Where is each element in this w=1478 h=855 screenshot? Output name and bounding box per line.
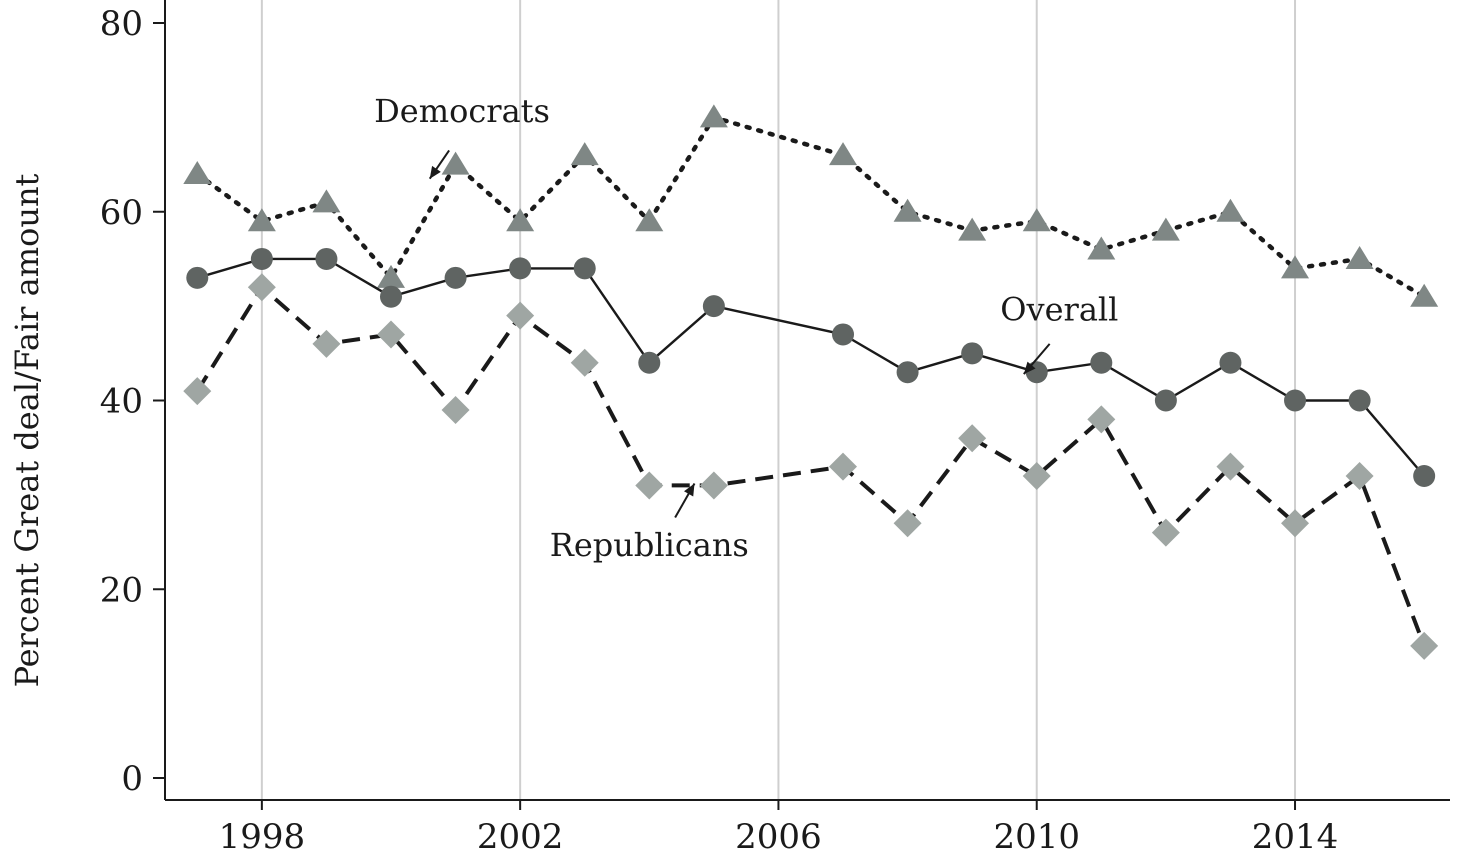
data-point [570, 348, 599, 377]
data-point [635, 208, 664, 232]
data-point [509, 257, 532, 280]
data-point [247, 208, 276, 232]
annotation-arrow-head [684, 483, 695, 497]
data-point [958, 217, 987, 241]
data-point [315, 247, 338, 270]
x-tick-label: 2002 [477, 817, 564, 855]
data-point [1216, 198, 1245, 222]
data-point [312, 329, 341, 358]
data-point [1348, 389, 1371, 412]
annotations: Democrats Overall Republicans [374, 92, 1118, 564]
data-point [250, 247, 273, 270]
data-point [1022, 208, 1051, 232]
data-point [1090, 351, 1113, 374]
annotation-democrats: Democrats [374, 92, 550, 180]
series-overall [186, 247, 1436, 487]
data-point [312, 189, 341, 213]
data-point [699, 471, 728, 500]
series-democrats [183, 104, 1439, 307]
data-point [896, 361, 919, 384]
data-point [1281, 255, 1310, 279]
data-point [961, 342, 984, 365]
data-point [638, 351, 661, 374]
data-point [1284, 389, 1307, 412]
annotation-label: Democrats [374, 92, 550, 130]
x-tick-label: 2006 [735, 817, 822, 855]
data-point [441, 395, 470, 424]
data-point [1281, 509, 1310, 538]
x-ticks: 1998 2002 2006 2010 2014 [219, 800, 1339, 855]
data-point [444, 266, 467, 289]
data-point [893, 198, 922, 222]
data-point [1410, 283, 1439, 307]
data-point [1087, 236, 1116, 260]
annotation-arrow-head [429, 165, 441, 179]
data-point [506, 208, 535, 232]
y-tick-label: 20 [100, 570, 143, 610]
data-point [247, 273, 276, 302]
data-point [377, 320, 406, 349]
y-axis-label: Percent Great deal/Fair amount [8, 173, 46, 687]
data-point [635, 471, 664, 500]
data-point [1410, 631, 1439, 660]
data-point [1151, 518, 1180, 547]
data-point [958, 424, 987, 453]
axes [164, 0, 1450, 801]
data-point [441, 151, 470, 175]
data-point [183, 161, 212, 184]
data-point [1345, 462, 1374, 490]
data-point [1087, 405, 1116, 434]
data-point [377, 264, 406, 288]
annotation-overall: Overall [1000, 290, 1118, 375]
data-point [506, 301, 535, 330]
data-point [186, 266, 209, 289]
data-point [829, 142, 858, 166]
series [183, 104, 1439, 660]
x-tick-label: 2010 [993, 817, 1080, 855]
data-point [1413, 465, 1436, 487]
data-point [1151, 217, 1180, 241]
data-point [1216, 452, 1245, 481]
data-point [832, 323, 855, 346]
y-ticks: 0 20 40 60 80 [100, 4, 165, 799]
annotation-label: Overall [1000, 290, 1118, 328]
data-point [380, 285, 403, 308]
series-republicans [183, 273, 1439, 660]
x-tick-label: 2014 [1252, 817, 1339, 855]
data-point [1154, 389, 1177, 412]
data-point [570, 142, 599, 166]
series-line-democrats [195, 114, 1427, 299]
data-point [829, 452, 858, 481]
data-point [1219, 351, 1242, 374]
data-point [893, 509, 922, 538]
x-tick-label: 1998 [219, 817, 306, 855]
annotation-arrow-head [1023, 361, 1036, 375]
annotation-republicans: Republicans [550, 483, 749, 564]
y-tick-label: 40 [100, 382, 143, 422]
data-point [1345, 245, 1374, 269]
y-tick-label: 80 [100, 4, 143, 44]
annotation-label: Republicans [550, 526, 749, 564]
data-point [699, 104, 728, 128]
data-point [1022, 462, 1051, 490]
data-point [573, 257, 596, 280]
data-point [702, 295, 725, 318]
data-point [183, 377, 212, 406]
y-tick-label: 0 [121, 759, 143, 799]
y-tick-label: 60 [100, 193, 143, 233]
